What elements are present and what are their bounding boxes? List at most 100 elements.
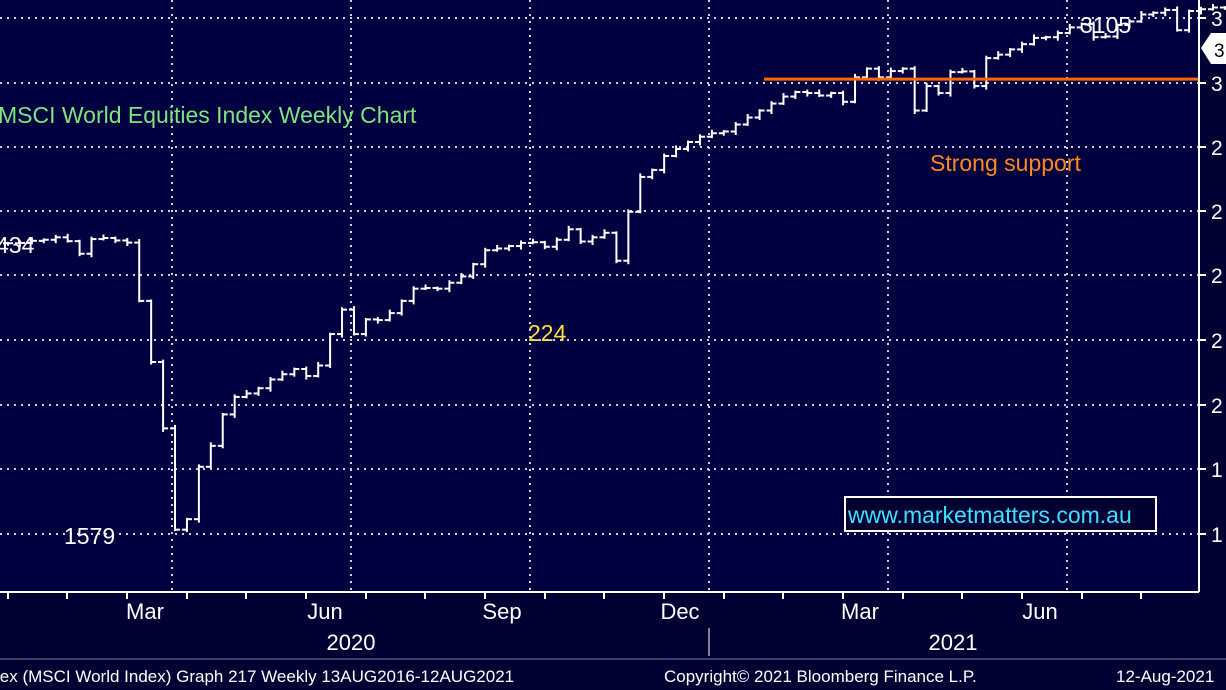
price-bar: [945, 69, 956, 97]
price-bar: [253, 386, 264, 396]
price-bar: [539, 240, 550, 250]
price-bar: [778, 93, 789, 105]
price-bar: [408, 286, 419, 305]
price-bar: [1005, 48, 1016, 58]
price-bar: [122, 238, 133, 247]
price-bar: [826, 91, 837, 98]
price-bar: [468, 262, 479, 279]
price-bar: [313, 362, 324, 378]
price-bar: [575, 227, 586, 244]
price-bar: [1124, 19, 1135, 29]
price-bar: [348, 306, 359, 336]
year-label: 2021: [929, 630, 978, 655]
chart-title: MSCI World Equities Index Weekly Chart: [0, 102, 417, 128]
price-bar: [623, 209, 634, 265]
price-bar: [1207, 4, 1218, 11]
price-bar: [444, 280, 455, 293]
price-bar: [193, 464, 204, 523]
price-bar: [730, 122, 741, 135]
price-bar: [802, 89, 813, 97]
footer-left: lex (MSCI World Index) Graph 217 Weekly …: [0, 667, 514, 686]
price-bar: [957, 67, 968, 74]
price-bar: [921, 82, 932, 112]
price-bar: [993, 51, 1004, 60]
price-bar: [325, 332, 336, 368]
price-bar: [38, 238, 49, 244]
price-bar: [205, 442, 216, 469]
price-bar: [277, 370, 288, 381]
price-bar: [742, 114, 753, 126]
price-bar: [1184, 9, 1195, 33]
price-bar: [3, 241, 13, 246]
price-bar: [909, 66, 920, 115]
price-bar: [587, 234, 598, 246]
watermark-box: [844, 496, 1157, 532]
price-bar: [754, 109, 765, 120]
y-tick-label: 1: [1211, 524, 1223, 547]
price-bar: [1196, 6, 1206, 15]
price-bar: [74, 239, 85, 257]
price-bar: [289, 367, 300, 377]
price-bar: [110, 236, 121, 243]
price-bar: [599, 229, 610, 239]
price-bar: [432, 286, 443, 292]
price-bar: [1064, 23, 1075, 35]
x-tick-label: Mar: [126, 599, 164, 624]
price-bar: [647, 168, 658, 180]
price-bar: [217, 413, 228, 449]
price-bar: [790, 90, 801, 100]
x-tick-label: Sep: [482, 599, 521, 624]
price-bar: [241, 389, 252, 399]
price-bars: [3, 4, 1226, 533]
price-bar: [814, 89, 825, 97]
price-bar: [337, 307, 348, 338]
price-bar: [1136, 10, 1147, 23]
price-bar: [504, 244, 515, 251]
price-bar: [265, 377, 276, 392]
x-axis: Mar Jun Sep Dec Mar Jun 2020 2021: [7, 592, 1142, 656]
price-bar: [181, 517, 192, 533]
price-bar: [1148, 11, 1159, 17]
price-bar: [146, 299, 157, 365]
footer-center: Copyright© 2021 Bloomberg Finance L.P.: [664, 667, 977, 686]
price-bar: [420, 284, 431, 291]
price-bar: [50, 234, 61, 244]
watermark-text: www.marketmatters.com.au: [847, 502, 1132, 528]
footer-right: 12-Aug-2021: [1116, 667, 1214, 686]
price-bar: [897, 67, 908, 74]
price-bar: [933, 84, 944, 96]
price-bar: [360, 318, 371, 337]
price-bar: [718, 130, 729, 136]
price-bar: [62, 233, 73, 243]
price-bar: [1076, 22, 1087, 30]
price-tag-shape: [1201, 33, 1226, 64]
price-bar: [611, 231, 622, 264]
x-tick-label: Jun: [1022, 599, 1057, 624]
price-bar: [1040, 35, 1051, 41]
price-bar: [1100, 32, 1111, 39]
price-bar: [98, 234, 109, 241]
price-bar: [480, 247, 491, 268]
price-bar: [492, 245, 503, 252]
y-tick-label: 3: [1211, 8, 1223, 31]
price-bar: [372, 316, 383, 324]
y-tick-label: 1: [1211, 459, 1223, 482]
low-value-label: 1579: [64, 523, 115, 549]
price-bar: [551, 237, 562, 251]
price-bar: [456, 272, 467, 285]
price-bar: [659, 153, 670, 174]
price-bar: [885, 67, 896, 79]
price-bar: [563, 225, 574, 242]
price-bar: [134, 239, 145, 303]
price-bar: [1112, 23, 1123, 39]
price-bar: [515, 240, 526, 250]
x-tick-label: Dec: [660, 599, 699, 624]
grid: [0, 0, 1198, 592]
year-label: 2020: [327, 630, 376, 655]
price-tag-text: 3: [1214, 41, 1225, 62]
y-tick-label: 2: [1211, 330, 1223, 353]
price-bar: [694, 134, 705, 146]
x-tick-label: Mar: [841, 599, 879, 624]
price-bar: [706, 129, 717, 139]
price-bar: [1172, 6, 1183, 32]
